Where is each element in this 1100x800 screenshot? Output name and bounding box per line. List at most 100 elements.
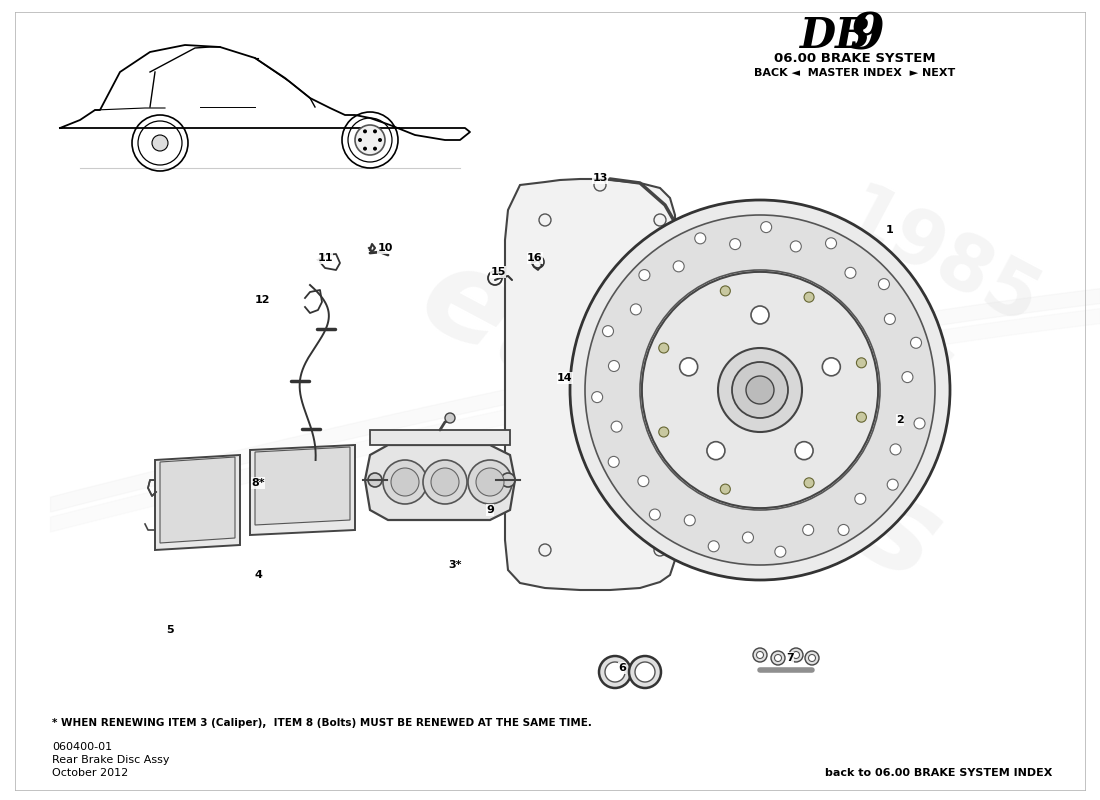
- Circle shape: [373, 130, 377, 134]
- Circle shape: [857, 358, 867, 368]
- Text: October 2012: October 2012: [52, 768, 129, 778]
- Circle shape: [368, 473, 382, 487]
- Circle shape: [383, 460, 427, 504]
- Circle shape: [608, 361, 619, 371]
- Circle shape: [792, 651, 800, 658]
- Circle shape: [355, 125, 385, 155]
- Text: 060400-01: 060400-01: [52, 742, 112, 752]
- Text: 11: 11: [317, 253, 332, 263]
- Polygon shape: [255, 447, 350, 525]
- Circle shape: [795, 442, 813, 460]
- Circle shape: [729, 238, 740, 250]
- Polygon shape: [370, 430, 510, 445]
- Circle shape: [911, 338, 922, 348]
- Circle shape: [600, 656, 631, 688]
- Text: BACK ◄  MASTER INDEX  ► NEXT: BACK ◄ MASTER INDEX ► NEXT: [755, 68, 956, 78]
- Circle shape: [642, 272, 878, 508]
- Circle shape: [446, 413, 455, 423]
- Text: 8*: 8*: [251, 478, 265, 488]
- Circle shape: [825, 238, 836, 249]
- Text: 14: 14: [558, 373, 573, 383]
- Circle shape: [884, 314, 895, 325]
- Circle shape: [732, 362, 788, 418]
- Circle shape: [890, 444, 901, 455]
- Circle shape: [771, 651, 785, 665]
- Circle shape: [718, 348, 802, 432]
- Text: 9: 9: [486, 505, 494, 515]
- Text: 9: 9: [850, 12, 884, 61]
- Circle shape: [754, 648, 767, 662]
- Text: 6: 6: [618, 663, 626, 673]
- Text: 1985: 1985: [828, 178, 1052, 342]
- Circle shape: [774, 546, 785, 558]
- Text: 4: 4: [254, 570, 262, 580]
- Circle shape: [751, 306, 769, 324]
- Polygon shape: [365, 445, 515, 520]
- Text: europes: europes: [400, 233, 960, 607]
- Text: Rear Brake Disc Assy: Rear Brake Disc Assy: [52, 755, 169, 765]
- Circle shape: [638, 476, 649, 486]
- Circle shape: [363, 146, 367, 150]
- Circle shape: [570, 200, 950, 580]
- Circle shape: [431, 468, 459, 496]
- Circle shape: [902, 372, 913, 382]
- Polygon shape: [160, 457, 235, 543]
- Circle shape: [500, 473, 515, 487]
- Text: 3*: 3*: [449, 560, 462, 570]
- Text: 13: 13: [592, 173, 607, 183]
- Circle shape: [373, 146, 377, 150]
- Circle shape: [424, 460, 468, 504]
- Circle shape: [152, 135, 168, 151]
- Circle shape: [838, 525, 849, 535]
- Circle shape: [742, 532, 754, 543]
- Circle shape: [592, 392, 603, 402]
- Circle shape: [362, 132, 378, 148]
- Circle shape: [888, 479, 899, 490]
- Circle shape: [857, 412, 867, 422]
- Circle shape: [659, 343, 669, 353]
- Circle shape: [790, 241, 801, 252]
- Circle shape: [708, 541, 719, 552]
- Circle shape: [468, 460, 512, 504]
- Circle shape: [608, 456, 619, 467]
- Text: * WHEN RENEWING ITEM 3 (Caliper),  ITEM 8 (Bolts) MUST BE RENEWED AT THE SAME TI: * WHEN RENEWING ITEM 3 (Caliper), ITEM 8…: [52, 718, 592, 728]
- Circle shape: [914, 418, 925, 429]
- Polygon shape: [505, 179, 675, 590]
- Circle shape: [659, 427, 669, 437]
- Circle shape: [639, 270, 650, 281]
- Polygon shape: [155, 455, 240, 550]
- Circle shape: [757, 651, 763, 658]
- Circle shape: [746, 376, 774, 404]
- Text: 15: 15: [491, 267, 506, 277]
- Circle shape: [612, 421, 623, 432]
- Circle shape: [649, 509, 660, 520]
- Text: parts: parts: [671, 202, 969, 418]
- Circle shape: [680, 358, 697, 376]
- Circle shape: [390, 468, 419, 496]
- Text: DB: DB: [800, 15, 871, 57]
- Circle shape: [845, 267, 856, 278]
- Text: 10: 10: [377, 243, 393, 253]
- Circle shape: [855, 494, 866, 504]
- Text: 7: 7: [786, 653, 794, 663]
- Circle shape: [879, 278, 890, 290]
- Circle shape: [605, 662, 625, 682]
- Text: 1: 1: [887, 225, 894, 235]
- Circle shape: [684, 514, 695, 526]
- Text: 12: 12: [254, 295, 270, 305]
- Circle shape: [673, 261, 684, 272]
- Circle shape: [761, 222, 772, 233]
- Circle shape: [635, 662, 654, 682]
- Text: back to 06.00 BRAKE SYSTEM INDEX: back to 06.00 BRAKE SYSTEM INDEX: [825, 768, 1052, 778]
- Circle shape: [808, 654, 815, 662]
- Circle shape: [363, 130, 367, 134]
- Text: 5: 5: [166, 625, 174, 635]
- Circle shape: [358, 138, 362, 142]
- Circle shape: [629, 656, 661, 688]
- Polygon shape: [250, 445, 355, 535]
- Circle shape: [603, 326, 614, 337]
- Circle shape: [789, 648, 803, 662]
- Circle shape: [476, 468, 504, 496]
- Circle shape: [823, 358, 840, 376]
- Circle shape: [720, 484, 730, 494]
